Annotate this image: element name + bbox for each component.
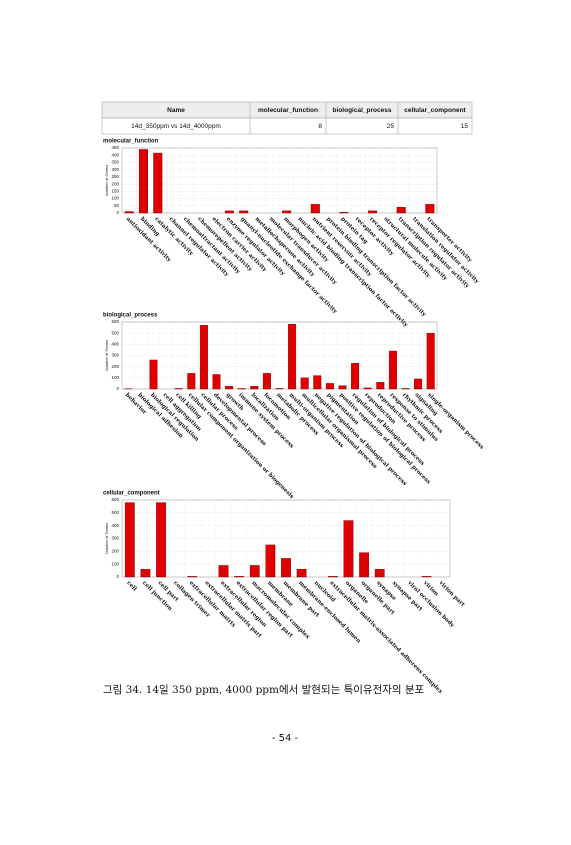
- bar: [225, 386, 233, 389]
- y-tick-label: 250: [111, 174, 119, 179]
- y-axis-label: Number of Genes: [104, 340, 109, 372]
- bar: [377, 382, 385, 389]
- y-tick-label: 200: [111, 181, 119, 186]
- table-cell: 25: [387, 123, 395, 130]
- bar: [326, 383, 334, 389]
- bar: [213, 374, 221, 389]
- bar: [239, 211, 248, 213]
- bar: [314, 376, 322, 389]
- y-tick-label: 100: [111, 561, 119, 566]
- x-tick-label: cell junction: [141, 580, 173, 612]
- bar: [375, 569, 384, 577]
- bar: [175, 388, 183, 389]
- bar: [288, 324, 296, 389]
- table-cell: 14d_350ppm vs 14d_4000ppm: [131, 123, 221, 130]
- bar: [156, 503, 165, 577]
- bar: [311, 204, 320, 213]
- bar: [139, 149, 148, 213]
- y-axis-label: Number of Genes: [104, 165, 109, 197]
- bar: [219, 565, 228, 577]
- table-header: cellular_component: [404, 107, 466, 114]
- y-tick-label: 0: [116, 210, 119, 215]
- y-tick-label: 600: [111, 497, 119, 502]
- y-tick-label: 600: [111, 319, 119, 324]
- y-tick-label: 400: [111, 342, 119, 347]
- table-header: Name: [167, 107, 185, 114]
- y-tick-label: 300: [111, 536, 119, 541]
- bar: [281, 558, 290, 577]
- table-header: biological_process: [333, 107, 392, 114]
- chart-title: molecular_function: [103, 139, 159, 145]
- bar: [389, 351, 397, 389]
- bar: [301, 378, 309, 389]
- y-tick-label: 150: [111, 189, 119, 194]
- y-tick-label: 100: [111, 375, 119, 380]
- bar: [328, 576, 337, 577]
- page-number: - 54 -: [272, 733, 299, 744]
- bar: [188, 373, 196, 389]
- table-cell: 8: [318, 123, 322, 130]
- y-tick-label: 400: [111, 523, 119, 528]
- bar: [234, 576, 243, 577]
- bar: [154, 153, 163, 213]
- x-tick-label: virion part: [437, 580, 466, 609]
- bar: [263, 373, 271, 389]
- bar: [276, 388, 284, 389]
- bar: [359, 553, 368, 577]
- bar: [297, 569, 306, 577]
- bar: [125, 503, 134, 577]
- bar: [364, 388, 372, 389]
- bar: [141, 569, 150, 577]
- bar: [397, 207, 406, 213]
- y-tick-label: 200: [111, 549, 119, 554]
- bar: [282, 211, 291, 213]
- bar: [351, 363, 359, 389]
- bar: [414, 379, 422, 389]
- y-tick-label: 400: [111, 152, 119, 157]
- y-tick-label: 500: [111, 330, 119, 335]
- chart-title: cellular_component: [103, 491, 160, 497]
- y-tick-label: 0: [116, 574, 119, 579]
- y-axis-label: Number of Genes: [104, 523, 109, 555]
- bar: [340, 212, 349, 213]
- bar: [200, 325, 208, 389]
- bar: [426, 204, 435, 213]
- bar: [344, 521, 353, 577]
- bar: [266, 545, 275, 577]
- bar: [251, 386, 259, 389]
- y-tick-label: 0: [116, 386, 119, 391]
- bar-chart: biological_process Number of Genes 0 100 200…: [103, 313, 485, 500]
- y-tick-label: 50: [114, 203, 120, 208]
- table-header: molecular_function: [258, 107, 318, 114]
- y-tick-label: 350: [111, 160, 119, 165]
- figure-caption: 그림 34. 14일 350 ppm, 4000 ppm에서 발현되는 특이유전…: [103, 683, 425, 696]
- y-tick-label: 300: [111, 353, 119, 358]
- bar: [225, 211, 234, 213]
- table-cell: 15: [461, 123, 469, 130]
- summary-table: Name molecular_function biological_proce…: [102, 102, 472, 134]
- bar-chart: molecular_function Number of Genes 0 50 100 1…: [103, 139, 480, 329]
- bar: [422, 576, 431, 577]
- y-tick-label: 100: [111, 196, 119, 201]
- bar: [402, 388, 410, 389]
- bar: [368, 211, 377, 213]
- x-tick-label: cell: [125, 580, 137, 592]
- bar: [188, 576, 197, 577]
- y-tick-label: 450: [111, 145, 119, 150]
- y-tick-label: 500: [111, 510, 119, 515]
- bar: [238, 388, 246, 389]
- bar: [150, 360, 158, 389]
- y-tick-label: 300: [111, 167, 119, 172]
- bar: [125, 212, 134, 213]
- bar-chart: cellular_component Number of Genes 0 100 200…: [103, 491, 466, 696]
- bar: [427, 333, 435, 389]
- y-tick-label: 200: [111, 364, 119, 369]
- chart-title: biological_process: [103, 313, 158, 319]
- bar: [250, 565, 259, 577]
- bar: [339, 386, 347, 389]
